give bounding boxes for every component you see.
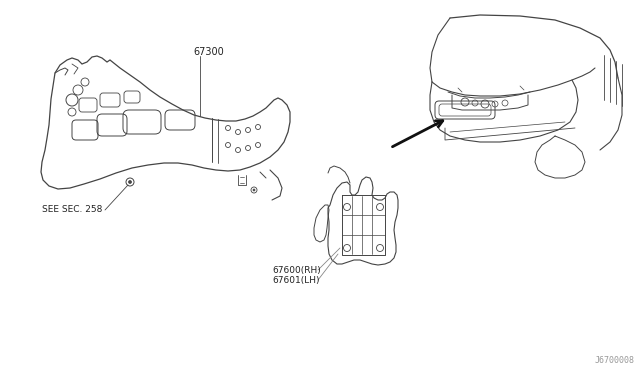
Text: SEE SEC. 258: SEE SEC. 258 — [42, 205, 102, 215]
Circle shape — [253, 189, 255, 191]
Text: J6700008: J6700008 — [595, 356, 635, 365]
Text: 67300: 67300 — [193, 47, 224, 57]
Text: 67600(RH): 67600(RH) — [272, 266, 321, 275]
Text: 67601(LH): 67601(LH) — [272, 276, 319, 285]
Circle shape — [129, 180, 131, 183]
